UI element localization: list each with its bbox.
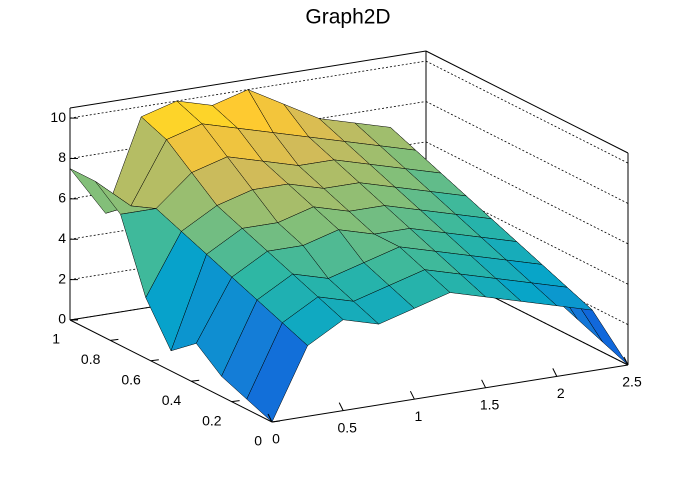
y-tick-label: 0.8: [81, 351, 101, 367]
x-tick: [623, 356, 629, 366]
z-tick-label: 6: [58, 190, 66, 206]
chart-title: Graph2D: [305, 6, 390, 29]
x-tick: [552, 368, 558, 377]
x-tick: [481, 379, 487, 389]
surface-cell: [246, 322, 308, 423]
y-tick-label: 0: [254, 433, 262, 449]
y-tick-label: 0.4: [162, 392, 182, 408]
z-tick-label: 10: [50, 109, 66, 125]
y-axis: [69, 319, 273, 423]
x-tick-label: 2.5: [622, 374, 642, 390]
grid-line: [425, 101, 629, 204]
x-tick: [338, 402, 344, 411]
z-tick-label: 4: [58, 230, 66, 246]
y-tick: [191, 379, 200, 382]
x-tick: [267, 413, 273, 423]
y-tick-label: 0.6: [121, 372, 141, 388]
x-tick-label: 0: [272, 431, 280, 447]
x-axis: [271, 364, 629, 423]
grid-line: [425, 141, 629, 245]
y-tick: [231, 400, 240, 403]
y-tick-label: 0.2: [202, 412, 222, 428]
y-tick: [69, 318, 79, 321]
grid-line: [425, 60, 629, 164]
x-tick-label: 1: [415, 408, 423, 424]
x-tick-label: 2: [557, 385, 565, 401]
z-tick-label: 8: [58, 149, 66, 165]
y-tick: [150, 359, 159, 362]
z-tick-label: 0: [58, 311, 66, 327]
y-tick: [271, 420, 281, 423]
frame: [425, 50, 629, 154]
y-tick: [110, 338, 119, 341]
z-tick-label: 2: [58, 270, 66, 286]
x-tick-label: 1.5: [480, 397, 500, 413]
y-tick-label: 1: [52, 331, 60, 347]
frame: [69, 50, 427, 109]
x-tick-label: 0.5: [337, 419, 357, 435]
x-tick: [409, 390, 415, 400]
